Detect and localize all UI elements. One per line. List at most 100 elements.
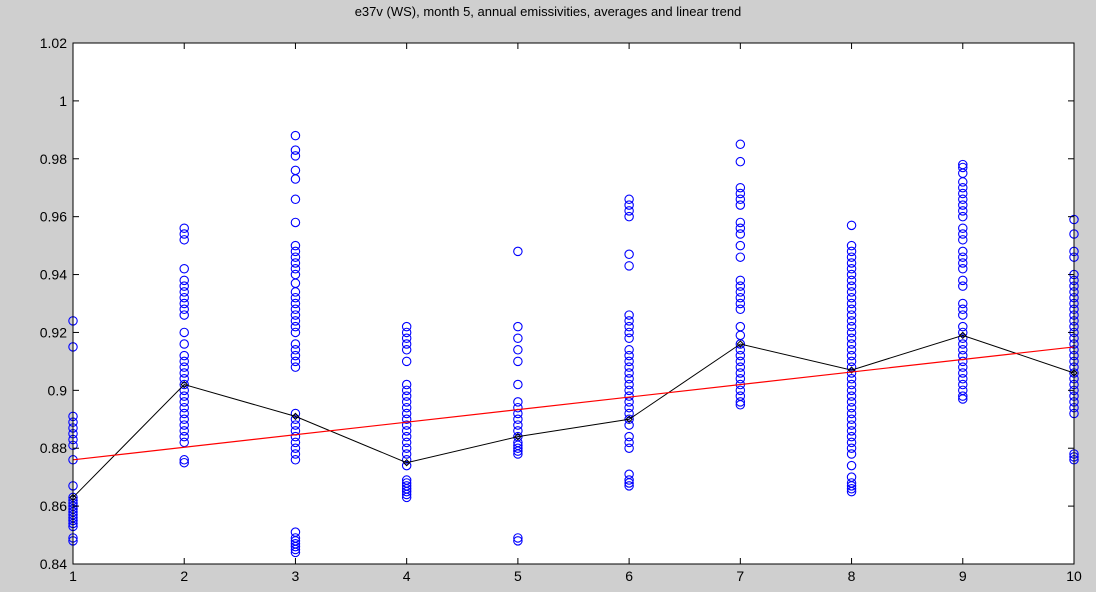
data-point	[179, 368, 189, 378]
data-point	[624, 345, 634, 355]
axis-ticks-layer	[72, 42, 1075, 565]
data-point	[735, 292, 746, 303]
data-point	[735, 400, 746, 410]
data-point	[846, 321, 857, 332]
data-point	[846, 481, 857, 491]
data-point	[846, 374, 857, 384]
data-point	[290, 240, 301, 251]
data-point	[735, 374, 746, 384]
data-point	[290, 339, 301, 349]
data-point	[290, 408, 301, 419]
data-point	[846, 483, 857, 494]
y-tick-label: 0.92	[40, 324, 67, 340]
data-point	[624, 261, 634, 271]
average-marker	[291, 412, 300, 421]
data-point	[179, 281, 189, 291]
data-point	[846, 220, 857, 231]
data-point	[958, 339, 968, 349]
data-point	[401, 443, 412, 453]
data-point	[958, 206, 968, 216]
data-point	[735, 298, 746, 309]
data-point	[179, 397, 189, 407]
data-point	[958, 356, 968, 367]
data-point	[179, 292, 189, 303]
data-point	[179, 310, 189, 320]
x-tick-label: 2	[180, 568, 188, 584]
data-point	[513, 345, 523, 355]
data-point	[290, 449, 301, 459]
data-point	[513, 397, 523, 407]
data-point	[846, 287, 857, 297]
average-marker	[514, 432, 522, 441]
data-point	[513, 446, 523, 456]
data-point	[290, 327, 301, 338]
data-point	[624, 478, 634, 488]
data-point	[290, 287, 301, 297]
data-point	[958, 235, 968, 245]
data-point	[846, 408, 857, 419]
data-point	[846, 269, 857, 280]
data-point	[735, 252, 746, 262]
data-point	[735, 368, 746, 378]
data-point	[179, 223, 189, 233]
data-point	[735, 287, 746, 297]
data-point	[401, 391, 412, 401]
data-point	[290, 437, 301, 448]
data-point	[624, 321, 634, 332]
data-point	[401, 460, 412, 471]
data-point	[735, 339, 746, 349]
data-point	[179, 402, 189, 413]
x-tick-label: 7	[736, 568, 744, 584]
data-point	[290, 316, 301, 326]
data-point	[513, 536, 523, 546]
data-point	[846, 397, 857, 407]
data-point	[290, 304, 301, 315]
data-point	[958, 177, 968, 187]
data-point	[846, 310, 857, 320]
data-point	[958, 229, 968, 239]
data-point	[290, 151, 301, 161]
y-tick-label: 0.86	[40, 498, 67, 514]
data-point	[846, 304, 857, 315]
data-point	[958, 304, 968, 315]
data-point	[401, 455, 412, 465]
data-point	[401, 414, 412, 425]
data-point	[958, 321, 968, 332]
average-marker	[736, 340, 745, 348]
data-point	[846, 426, 857, 436]
data-point	[290, 345, 301, 355]
data-point	[735, 139, 746, 150]
data-point	[846, 443, 857, 453]
average-marker	[959, 331, 967, 340]
average-line	[72, 334, 1075, 498]
data-point	[958, 275, 968, 286]
data-point	[735, 304, 746, 315]
data-point	[846, 385, 857, 396]
x-tick-label: 9	[959, 568, 967, 584]
data-point	[958, 333, 968, 343]
data-point	[401, 408, 412, 419]
data-point	[846, 379, 857, 390]
data-point	[290, 194, 301, 205]
data-point	[846, 356, 857, 367]
data-point	[401, 356, 412, 367]
data-point	[513, 321, 523, 332]
data-point	[958, 379, 968, 390]
data-point	[179, 420, 189, 430]
x-tick-label: 1	[69, 568, 77, 584]
data-point	[290, 292, 301, 303]
data-point	[624, 420, 634, 430]
data-point	[401, 333, 412, 343]
data-point	[735, 362, 746, 372]
data-point	[846, 298, 857, 309]
average-marker	[625, 415, 633, 423]
data-point	[401, 431, 412, 442]
data-point	[624, 327, 634, 338]
data-point	[290, 298, 301, 309]
data-point	[846, 264, 857, 274]
data-point	[179, 455, 189, 465]
data-point	[958, 362, 968, 372]
data-point	[179, 391, 189, 401]
